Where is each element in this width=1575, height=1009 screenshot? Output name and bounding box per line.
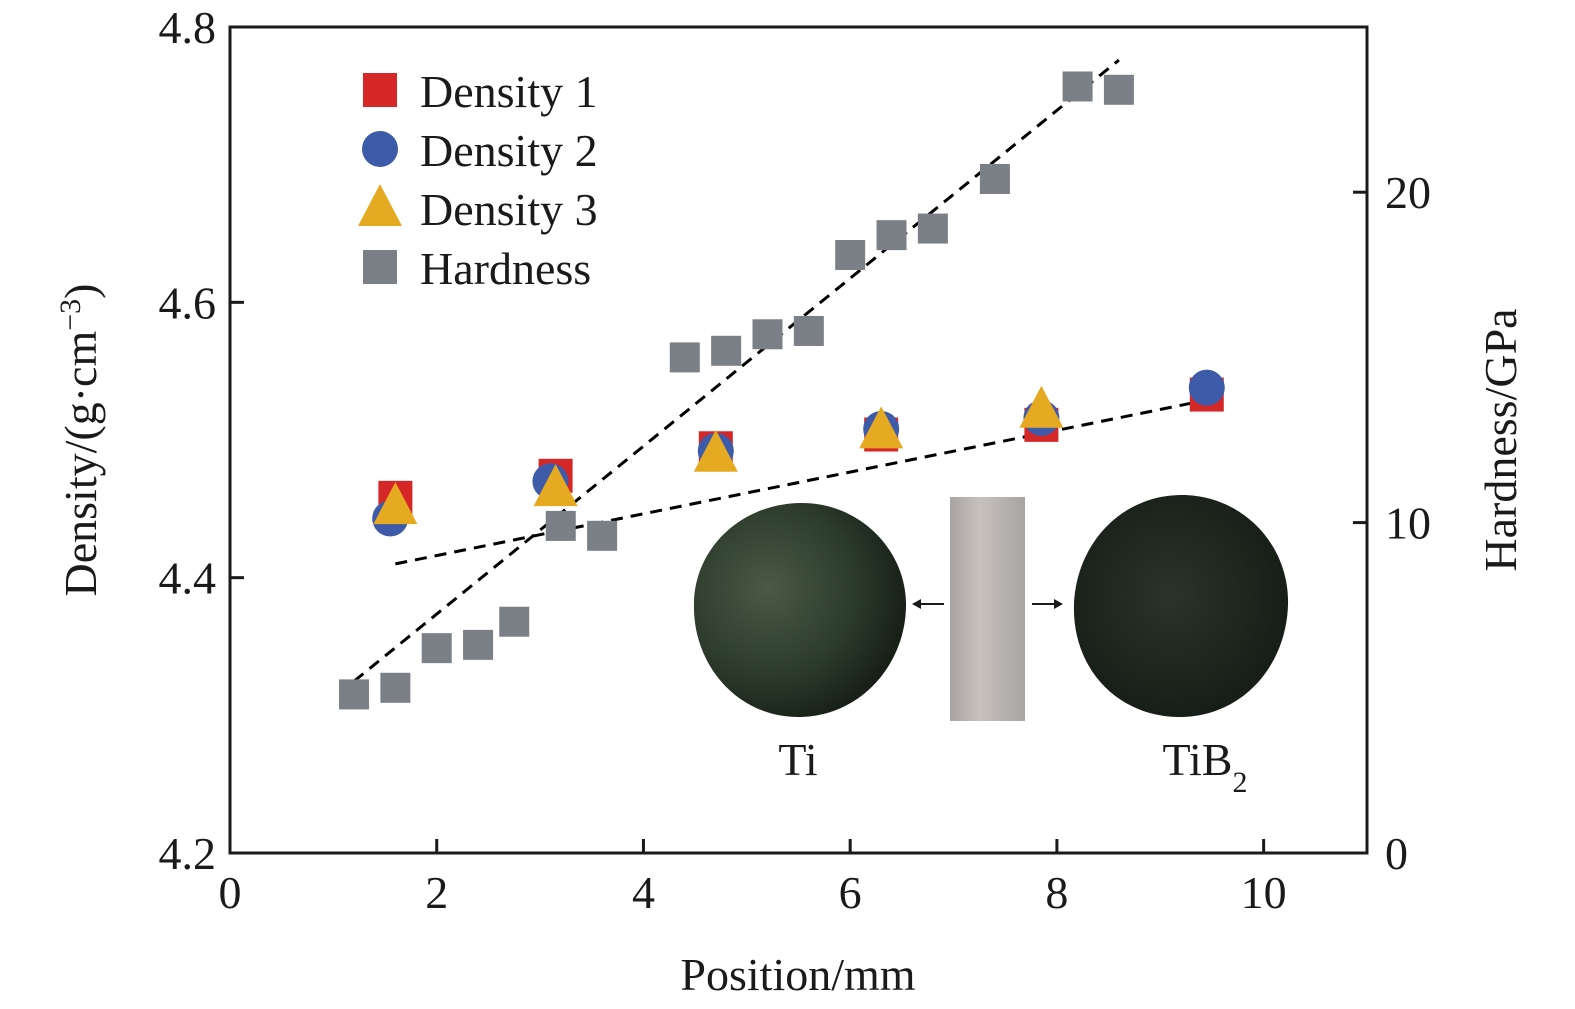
trendlines [353,58,1208,683]
right-arrow-icon [1032,599,1063,609]
tib2-sample-disc [1073,494,1289,718]
density-2-point [1188,369,1225,406]
density-3-point [859,406,904,449]
right-y-tick-label: 20 [1385,167,1431,218]
x-tick-label: 6 [839,867,862,918]
density-trendline [395,398,1208,566]
ti-label: Ti [778,734,817,785]
hardness-point [1062,71,1093,102]
density-3-point [373,482,418,525]
ti-sample-disc [693,502,907,717]
hardness-point [876,220,907,251]
density-3-point [1019,385,1064,428]
hardness-point [669,342,700,373]
legend-density-2-marker [362,131,398,167]
hardness-point [835,239,866,270]
legend-density-1-marker [363,73,397,107]
sample-inset: Ti TiB2 [693,494,1289,799]
legend-density-3-marker [358,184,402,226]
hardness-point [917,213,948,244]
hardness-point [752,319,783,350]
x-tick-label: 0 [219,867,242,918]
hardness-point [711,335,742,366]
x-tick-label: 8 [1045,867,1068,918]
density-3-point [533,464,578,507]
data-marks [339,71,1225,710]
plot-frame [228,25,1369,855]
hardness-point [545,510,576,541]
x-tick-label: 10 [1241,867,1287,918]
left-y-tick-label: 4.4 [159,553,217,604]
right-y-tick-label: 0 [1385,828,1408,879]
hardness-point [979,163,1010,194]
hardness-point [339,679,370,710]
hardness-point [1103,74,1134,105]
hardness-point [463,629,494,660]
hardness-point [499,606,530,637]
hardness-point [421,633,452,664]
left-arrow-icon [912,599,944,609]
hardness-trendline [353,58,1120,683]
left-y-axis-label: Density/(g·cm−3) [54,284,107,597]
left-y-tick-label: 4.6 [159,277,217,328]
legend-density-3-label: Density 3 [420,184,598,235]
left-y-axis: 4.2 4.4 4.6 4.8 [159,2,244,879]
right-y-axis: 0 10 20 [1353,167,1431,879]
x-tick-label: 2 [425,867,448,918]
hardness-point [793,315,824,346]
legend: Density 1 Density 2 Density 3 Hardness [358,66,598,294]
legend-hardness-label: Hardness [420,243,591,294]
legend-hardness-marker [363,250,397,284]
legend-density-1-label: Density 1 [420,66,598,117]
legend-density-2-label: Density 2 [420,125,598,176]
left-y-tick-label: 4.8 [159,2,217,53]
tib2-label: TiB2 [1163,734,1248,799]
hardness-point [587,520,618,551]
gradient-sample-bar [950,497,1025,721]
x-tick-label: 4 [632,867,655,918]
density-3-point [693,429,738,472]
right-y-tick-label: 10 [1385,498,1431,549]
x-axis: 0 2 4 6 8 10 [219,839,1287,918]
left-y-tick-label: 4.2 [159,828,217,879]
hardness-point [380,672,411,703]
right-y-axis-label: Hardness/GPa [1475,308,1526,571]
x-axis-label: Position/mm [680,949,915,1000]
